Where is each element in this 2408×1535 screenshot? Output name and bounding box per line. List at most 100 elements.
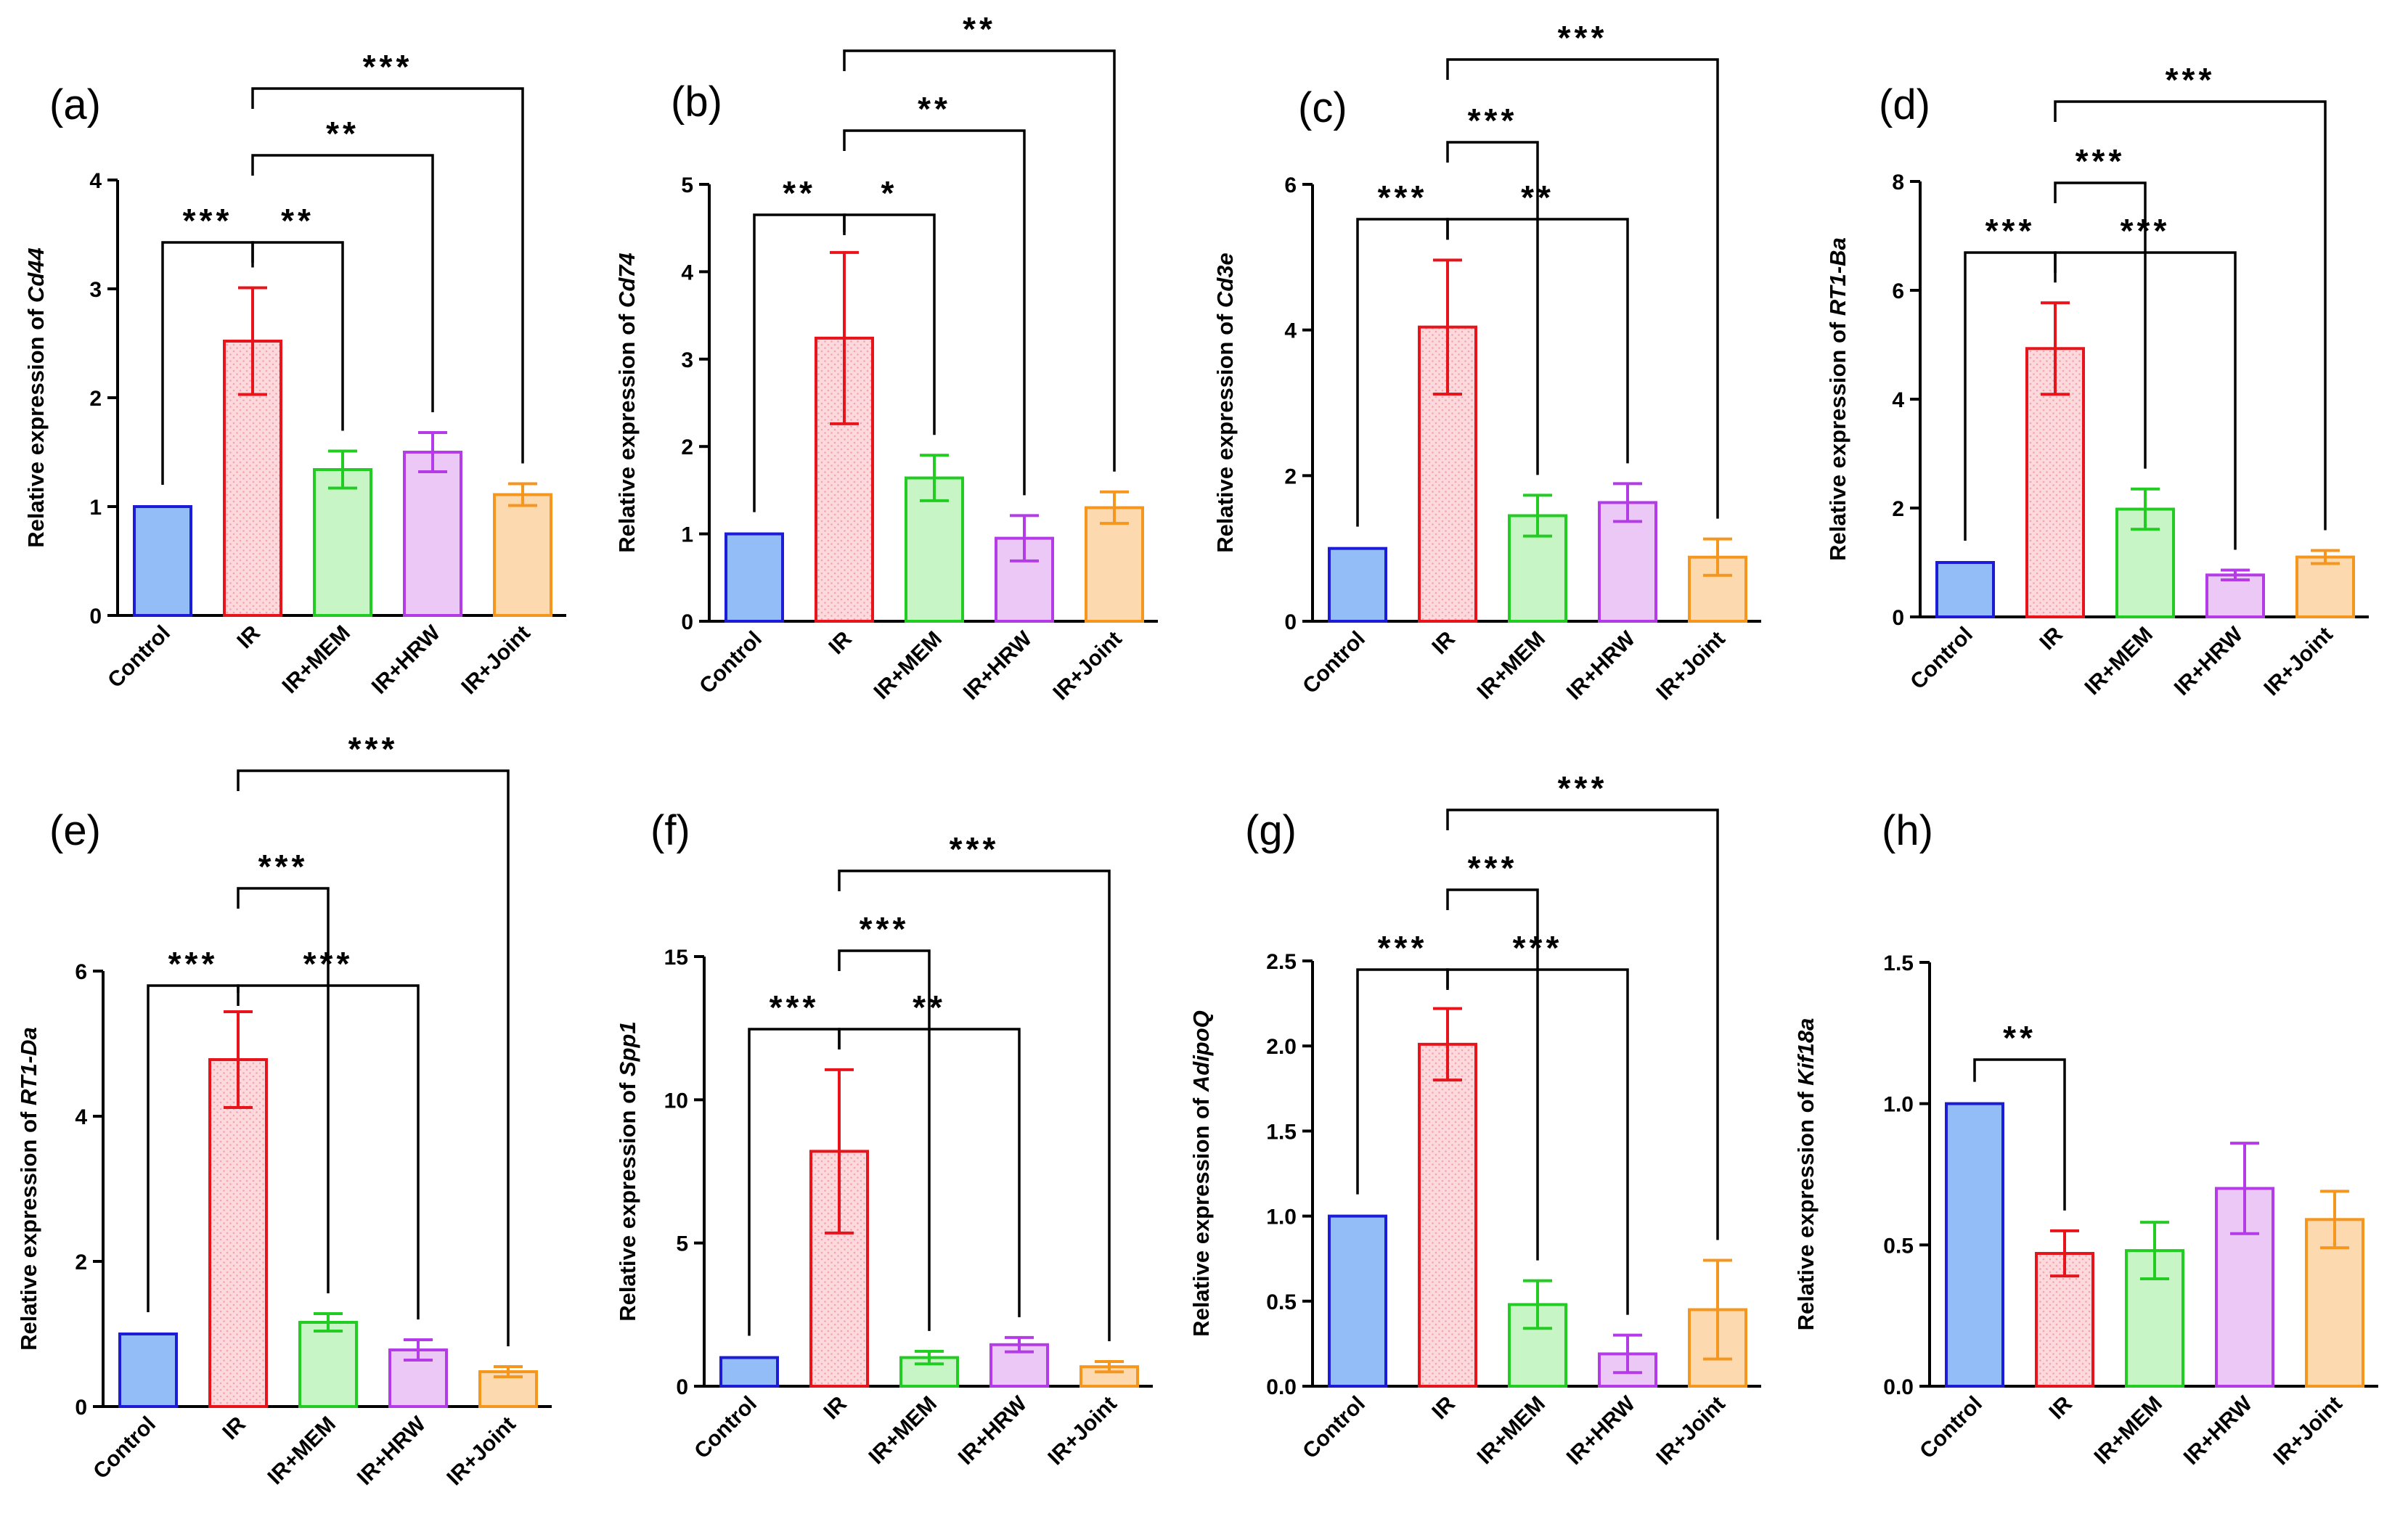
panel-a: (a) 0 1 2 3 4 Relative expression of Cd44 Contr… [23, 48, 566, 699]
x-tick-label: IR+HRW [353, 1412, 431, 1490]
y-axis-label-prefix: Relative expression of [23, 303, 49, 548]
x-tick-label: IR+Joint [1652, 627, 1730, 705]
bar-ir-joint [2295, 555, 2355, 618]
y-tick-label: 6 [1892, 279, 1904, 303]
y-axis-label-prefix: Relative expression of [1212, 308, 1238, 553]
significance-label: ** [1521, 179, 1554, 216]
x-tick-label: IR [2044, 1391, 2077, 1424]
y-tick-label: 4 [75, 1105, 87, 1129]
x-tick-label: IR [218, 1412, 250, 1444]
significance-label: ** [963, 10, 996, 48]
bar-ir-hrw [403, 451, 462, 617]
x-tick-label: Control [1298, 627, 1370, 699]
panel-g: (g) 0.0 0.5 1.0 1.5 2.0 2.5 Relative expression… [1188, 769, 1761, 1470]
significance-bracket [1446, 809, 1719, 1240]
x-tick-label: Control [1298, 1392, 1370, 1464]
y-axis-label-gene: Cd74 [614, 253, 640, 308]
significance-label: *** [950, 830, 1000, 868]
y-tick-label: 4 [1892, 388, 1904, 412]
y-tick-label: 4 [681, 261, 693, 285]
significance-bracket [843, 49, 1116, 472]
y-tick-label: 4 [1284, 319, 1297, 343]
x-tick-label: IR+Joint [1048, 627, 1127, 705]
y-axis-label: Relative expression of Cd44 [23, 247, 49, 548]
significance-label: *** [258, 848, 309, 885]
y-tick-label: 2 [1892, 497, 1904, 521]
significance-label: *** [168, 945, 219, 983]
significance-label: *** [1558, 19, 1608, 57]
panel-label: (d) [1879, 81, 1930, 128]
y-tick-label: 6 [75, 960, 87, 984]
y-tick-label: 1.5 [1266, 1120, 1297, 1144]
y-tick-label: 3 [89, 278, 102, 302]
significance-bracket [1446, 141, 1539, 475]
panel-h: (h) 0.0 0.5 1.0 1.5 Relative expression of Ki… [1793, 807, 2378, 1470]
y-axis-label: Relative expression of Cd74 [614, 253, 640, 553]
panel-label: (c) [1298, 84, 1347, 131]
bar-control [1328, 1214, 1387, 1388]
significance-bracket [1446, 58, 1719, 519]
x-tick-label: IR+MEM [870, 627, 947, 704]
x-tick-label: IR+MEM [1473, 1392, 1550, 1469]
bar-control [118, 1333, 178, 1408]
y-axis-label-gene: RT1-Da [16, 1027, 41, 1105]
y-tick-label: 3 [681, 348, 693, 372]
significance-bracket [2054, 181, 2147, 469]
x-tick-label: IR+Joint [2259, 623, 2338, 701]
x-tick-label: IR+HRW [367, 621, 446, 699]
bar-control [1935, 561, 1995, 618]
y-axis-label-gene: Cd44 [23, 247, 49, 303]
significance-label: *** [1378, 179, 1428, 216]
y-tick-label: 2 [75, 1250, 87, 1274]
significance-bracket [2054, 100, 2327, 531]
significance-label: *** [1558, 769, 1608, 807]
y-tick-label: 0.5 [1883, 1234, 1914, 1258]
significance-label: ** [2003, 1019, 2036, 1057]
x-tick-label: IR+MEM [2090, 1392, 2167, 1469]
x-tick-label: IR [1427, 626, 1460, 659]
x-tick-label: IR+HRW [2170, 622, 2248, 700]
x-tick-label: IR [232, 621, 265, 653]
y-tick-label: 2 [681, 435, 693, 459]
y-axis-label: Relative expression of Spp1 [615, 1021, 640, 1321]
y-tick-label: 1.5 [1883, 951, 1914, 975]
y-tick-label: 4 [89, 169, 102, 193]
y-tick-label: 0 [1284, 610, 1297, 634]
x-tick-label: IR+Joint [2269, 1392, 2347, 1470]
bar-ir [1418, 1042, 1477, 1388]
x-tick-label: IR+Joint [1043, 1392, 1122, 1470]
bar-control [1328, 547, 1387, 623]
y-axis-label: Relative expression of RT1-Da [16, 1027, 41, 1351]
panel-label: (h) [1882, 807, 1933, 854]
significance-bracket [251, 241, 344, 431]
significance-label: *** [1378, 929, 1428, 967]
significance-label: ** [281, 202, 314, 240]
y-tick-label: 0 [75, 1396, 87, 1420]
panel-b: (b) 0 1 2 3 4 5 Relative expression of Cd74 Cont… [614, 10, 1158, 705]
y-axis-label-gene: RT1-Ba [1825, 237, 1850, 316]
y-tick-label: 1 [89, 496, 102, 520]
panel-f: (f) 0 5 10 15 Relative expression of Spp1 Cont… [615, 807, 1153, 1470]
y-tick-label: 2 [89, 387, 102, 411]
panel-label: (e) [49, 807, 101, 854]
significance-label: *** [1513, 929, 1563, 967]
significance-bracket [251, 87, 524, 464]
significance-bracket [2054, 251, 2237, 550]
significance-label: *** [2076, 142, 2126, 180]
x-tick-label: IR [1427, 1391, 1460, 1424]
y-tick-label: 1.0 [1883, 1093, 1914, 1117]
x-tick-label: IR+HRW [959, 626, 1037, 705]
bar-control [133, 505, 192, 617]
y-axis-label: Relative expression of AdipoQ [1188, 1010, 1214, 1337]
panel-label: (a) [49, 81, 101, 128]
y-axis-label: Relative expression of Kif18a [1793, 1018, 1819, 1331]
y-tick-label: 0.0 [1883, 1375, 1914, 1399]
x-tick-label: IR+Joint [442, 1412, 521, 1491]
significance-label: *** [183, 202, 233, 240]
bar-ir-hrw [995, 536, 1054, 623]
y-tick-label: 15 [664, 946, 688, 970]
significance-bracket [843, 213, 936, 435]
y-tick-label: 0 [89, 605, 102, 629]
y-axis-label-prefix: Relative expression of [1793, 1086, 1819, 1331]
significance-label: *** [2166, 61, 2216, 99]
